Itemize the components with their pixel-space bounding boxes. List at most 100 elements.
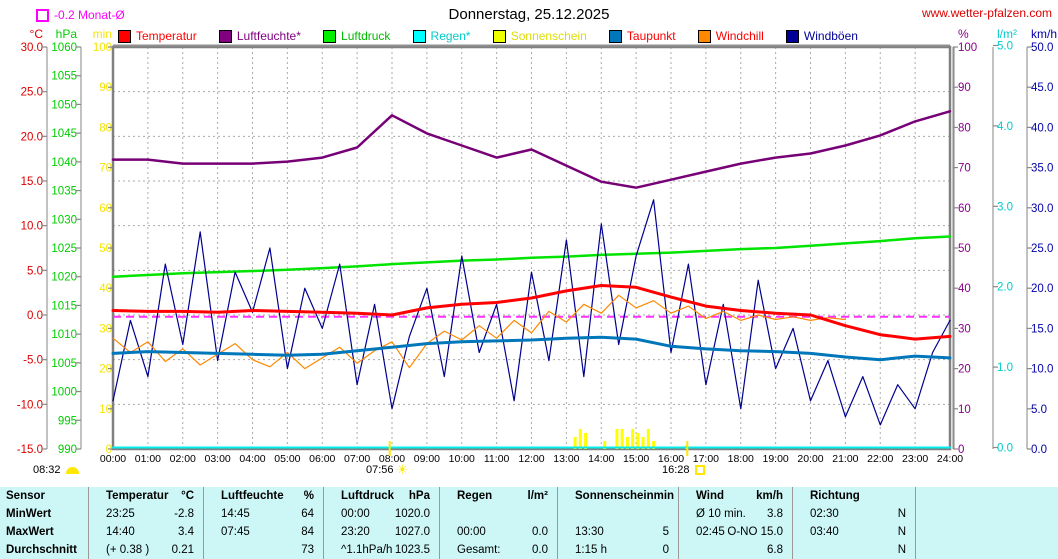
sunshine-bar — [636, 432, 640, 449]
axis-tick-label: 25.0 — [1031, 243, 1053, 255]
axis-tick-label: 1050 — [51, 99, 77, 111]
x-axis-tick-label: 00:00 — [100, 453, 126, 465]
legend-label: Windchill — [715, 29, 764, 43]
sunrise-time-text: 07:56 — [366, 464, 394, 476]
axis-tick-label: 80 — [958, 122, 971, 134]
axis-tick-label: 10 — [99, 404, 112, 416]
sunset-annotation: 16:28 — [662, 464, 705, 476]
axis-tick-label: 15.0 — [1031, 323, 1053, 335]
table-header-sonnenschein: Sonnenschein min — [557, 487, 678, 505]
page-title: Donnerstag, 25.12.2025 — [448, 6, 610, 23]
axis-tick-label: 20 — [99, 364, 112, 376]
axis-tick-label: 90 — [99, 82, 112, 94]
axis-tick-label: 20.0 — [1031, 283, 1053, 295]
x-axis-tick-label: 03:00 — [204, 453, 230, 465]
axis-tick-label: 0.0 — [1031, 444, 1047, 456]
x-axis-tick-label: 10:00 — [449, 453, 475, 465]
month-average-label: -0.2 Monat-Ø — [54, 8, 125, 22]
legend-item-regen: Regen* — [412, 29, 471, 43]
table-cell-regen — [439, 505, 557, 523]
table-cell-richtung: 02:30 N — [792, 505, 915, 523]
table-cell-luftfeuchte: 14:45 64 — [203, 505, 323, 523]
axis-tick-label: 995 — [58, 415, 77, 427]
sunshine-bar — [620, 428, 624, 449]
axis-tick-label: 2.0 — [997, 282, 1013, 294]
axis-tick-label: -10.0 — [17, 399, 43, 411]
sunrise-annotation: 07:56 ☀ — [366, 462, 409, 477]
table-cell-luftdruck: 23:20 1027.0 — [323, 523, 439, 541]
axis-tick-label: 35.0 — [1031, 163, 1053, 175]
legend-label: Windböen — [803, 29, 858, 43]
sunshine-bar — [646, 428, 650, 449]
axis-tick-label: 1025 — [51, 243, 77, 255]
legend-swatch-icon — [218, 29, 232, 43]
legend-label: Luftfeuchte* — [236, 29, 301, 43]
x-axis-tick-label: 09:00 — [414, 453, 440, 465]
x-axis-tick-label: 14:00 — [588, 453, 614, 465]
axis-tick-label: 30.0 — [21, 42, 43, 54]
axis-tick-label: 5.0 — [27, 265, 43, 277]
axis-tick-label: 10.0 — [21, 221, 43, 233]
x-axis-tick-label: 18:00 — [728, 453, 754, 465]
x-axis-tick-label: 24:00 — [937, 453, 963, 465]
table-cell-wind: 02:45 O-NO 15.0 — [678, 523, 792, 541]
axis-tick-label: 80 — [99, 122, 112, 134]
table-header-sensor: Sensor — [6, 490, 45, 502]
x-axis-tick-label: 12:00 — [518, 453, 544, 465]
axis-tick-label: 60 — [958, 203, 971, 215]
legend-label: Sonnenschein — [510, 29, 587, 43]
axis-tick-label: 60 — [99, 203, 112, 215]
axis-tick-label: 100 — [958, 42, 977, 54]
website-link[interactable]: www.wetter-pfalzen.com — [921, 6, 1052, 20]
table-cell-temperatur: 14:40 3.4 — [88, 523, 203, 541]
sunset-time-text: 16:28 — [662, 464, 690, 476]
axis-tick-label: 10 — [958, 404, 971, 416]
axis-tick-label: 1010 — [51, 329, 77, 341]
chart-legend: Temperatur Luftfeuchte* Luftdruck Regen* Son… — [118, 29, 858, 43]
axis-tick-label: 3.0 — [997, 201, 1013, 213]
axis-tick-label: 1015 — [51, 300, 77, 312]
axis-tick-label: 0 — [106, 444, 112, 456]
axis-tick-label: 0.0 — [27, 310, 43, 322]
axis-tick-label: 4.0 — [997, 121, 1013, 133]
table-cell-wind: Ø 10 min. 3.8 — [678, 505, 792, 523]
x-axis-tick-label: 19:00 — [762, 453, 788, 465]
table-cell-richtung: 03:40 N — [792, 523, 915, 541]
table-header-filler — [915, 487, 1058, 505]
sun-mound-icon — [65, 466, 79, 474]
sunshine-bar — [603, 440, 607, 449]
table-header-regen: Regen l/m² — [439, 487, 557, 505]
sunrise-sun-icon: ☀ — [396, 462, 409, 477]
axis-tick-label: 50 — [958, 243, 971, 255]
table-header-luftfeuchte: Luftfeuchte% — [203, 487, 323, 505]
series-luftdruck — [111, 235, 952, 278]
axis-tick-label: 5.0 — [997, 41, 1013, 53]
axis-tick-label: 0 — [958, 444, 964, 456]
corner-time-annotation: 08:32 — [33, 464, 79, 476]
legend-item-sonnenschein: Sonnenschein — [492, 29, 587, 43]
x-axis-tick-label: 05:00 — [274, 453, 300, 465]
x-axis-tick-label: 17:00 — [693, 453, 719, 465]
sunshine-bar — [584, 432, 588, 449]
axis-unit-label: % — [958, 27, 969, 41]
x-axis-tick-label: 01:00 — [135, 453, 161, 465]
axis-tick-label: -5.0 — [23, 355, 43, 367]
statistics-table: Sensor Temperatur °C Luftfeuchte% Luftdruck h… — [0, 487, 1058, 559]
table-cell-sonnenschein: 13:30 5 — [557, 523, 678, 541]
axis-tick-label: 1035 — [51, 186, 77, 198]
axis-tick-label: 1030 — [51, 214, 77, 226]
x-axis-tick-label: 16:00 — [658, 453, 684, 465]
axis-tick-label: 20.0 — [21, 131, 43, 143]
axis-tick-label: 1040 — [51, 157, 77, 169]
table-header-temperatur: Temperatur °C — [88, 487, 203, 505]
table-row-label: MaxWert — [6, 526, 54, 538]
table-row-label: Durchschnitt — [6, 544, 77, 556]
legend-item-windben: Windböen — [785, 29, 858, 43]
table-cell-regen: Gesamt: 0.0 — [439, 541, 557, 559]
series-temperatur — [111, 284, 952, 341]
legend-label: Luftdruck — [341, 29, 391, 43]
sunshine-bar — [641, 436, 645, 449]
table-cell-temperatur: 23:25 -2.8 — [88, 505, 203, 523]
legend-swatch-icon — [323, 29, 337, 43]
